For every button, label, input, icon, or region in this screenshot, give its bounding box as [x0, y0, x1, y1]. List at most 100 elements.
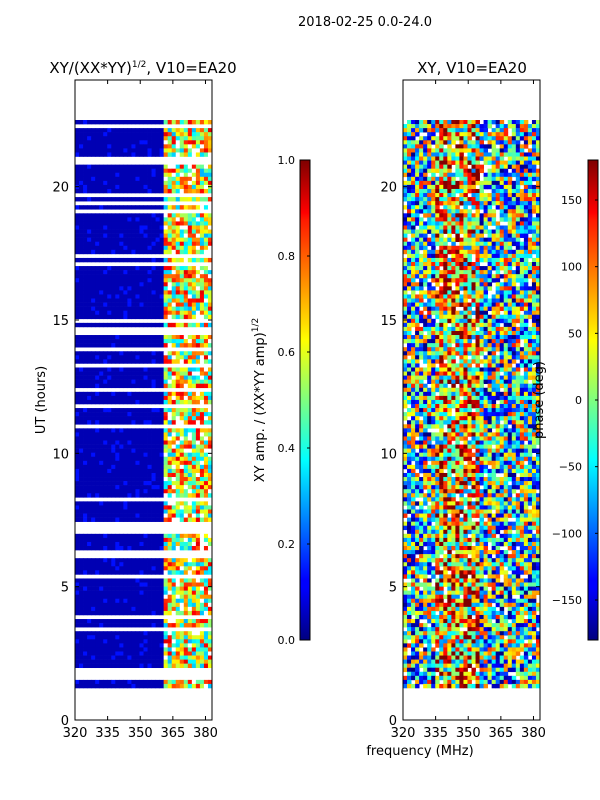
heatmap-cell: [87, 391, 92, 397]
heatmap-cell: [103, 148, 108, 153]
heatmap-cell: [411, 132, 416, 137]
heatmap-cell: [179, 683, 185, 689]
heatmap-cell: [531, 176, 537, 182]
heatmap-cell: [163, 290, 169, 295]
heatmap-cell: [203, 176, 209, 182]
heatmap-cell: [171, 428, 177, 433]
heatmap-cell: [111, 148, 116, 153]
heatmap-cell: [187, 598, 193, 604]
heatmap-cell: [535, 209, 541, 214]
heatmap-cell: [111, 395, 116, 401]
heatmap-cell: [531, 221, 537, 226]
heatmap-cell: [419, 257, 424, 263]
heatmap-cell: [91, 590, 96, 595]
heatmap-cell: [191, 509, 197, 514]
heatmap-cell: [139, 249, 144, 255]
heatmap-cell: [199, 428, 205, 433]
heatmap-cell: [115, 586, 120, 591]
heatmap-cell: [151, 517, 156, 522]
heatmap-cell: [123, 420, 128, 425]
heatmap-cell: [95, 286, 100, 291]
heatmap-cell: [439, 221, 444, 226]
heatmap-cell: [115, 176, 120, 182]
heatmap-cell: [407, 120, 412, 125]
heatmap-cell: [191, 335, 197, 340]
heatmap-cell: [87, 241, 92, 247]
heatmap-cell: [519, 188, 525, 194]
heatmap-cell: [207, 217, 213, 222]
heatmap-cell: [147, 501, 152, 506]
heatmap-cell: [131, 505, 136, 510]
heatmap-cell: [155, 594, 161, 600]
heatmap-cell: [167, 594, 173, 600]
heatmap-cell: [191, 359, 197, 364]
heatmap-cell: [515, 172, 521, 178]
heatmap-cell: [131, 489, 136, 494]
heatmap-cell: [95, 164, 100, 169]
heatmap-cell: [79, 140, 84, 145]
heatmap-cell: [455, 136, 460, 141]
heatmap-cell: [171, 546, 177, 551]
heatmap-cell: [99, 546, 104, 551]
heatmap-cell: [79, 120, 84, 125]
heatmap-cell: [107, 339, 112, 344]
heatmap-cell: [119, 257, 124, 263]
heatmap-cell: [427, 176, 432, 182]
heatmap-cell: [111, 635, 116, 640]
heatmap-cell: [159, 663, 165, 669]
heatmap-cell: [103, 619, 108, 624]
heatmap-cell: [155, 537, 161, 543]
heatmap-cell: [451, 225, 456, 230]
heatmap-cell: [431, 257, 436, 263]
heatmap-cell: [119, 452, 124, 458]
heatmap-cell: [87, 610, 92, 616]
heatmap-cell: [151, 168, 156, 174]
heatmap-cell: [179, 339, 185, 344]
heatmap-cell: [511, 225, 517, 230]
heatmap-cell: [135, 444, 140, 449]
heatmap-cell: [87, 659, 92, 664]
heatmap-cell: [79, 683, 84, 689]
heatmap-cell: [123, 647, 128, 652]
heatmap-cell: [115, 663, 120, 669]
heatmap-cell: [463, 188, 468, 194]
heatmap-cell: [411, 128, 416, 133]
heatmap-cell: [463, 160, 468, 165]
heatmap-cell: [147, 489, 152, 494]
heatmap-cell: [459, 221, 464, 226]
heatmap-cell: [127, 444, 132, 449]
heatmap-cell: [155, 229, 161, 234]
heatmap-cell: [131, 343, 136, 348]
heatmap-cell: [147, 456, 152, 462]
heatmap-cell: [91, 408, 96, 413]
heatmap-cell: [111, 164, 116, 169]
heatmap-cell: [115, 472, 120, 478]
heatmap-cell: [195, 367, 201, 372]
heatmap-cell: [91, 655, 96, 660]
heatmap-cell: [135, 205, 140, 210]
heatmap-cell: [179, 399, 185, 405]
heatmap-cell: [427, 168, 432, 174]
heatmap-cell: [143, 651, 148, 656]
heatmap-cell: [95, 184, 100, 190]
heatmap-cell: [163, 505, 169, 510]
heatmap-cell: [495, 140, 501, 145]
heatmap-cell: [455, 201, 460, 206]
heatmap-cell: [79, 635, 84, 640]
heatmap-cell: [123, 395, 128, 401]
heatmap-cell: [187, 233, 193, 238]
heatmap-cell: [131, 432, 136, 437]
heatmap-cell: [191, 663, 197, 669]
heatmap-cell: [115, 343, 120, 348]
heatmap-cell: [507, 241, 513, 247]
heatmap-cell: [199, 343, 205, 348]
heatmap-cell: [155, 180, 161, 186]
heatmap-cell: [179, 505, 185, 510]
heatmap-cell: [123, 351, 128, 356]
heatmap-cell: [139, 546, 144, 551]
heatmap-cell: [79, 282, 84, 287]
heatmap-cell: [155, 683, 161, 689]
heatmap-cell: [195, 164, 201, 169]
heatmap-cell: [119, 221, 124, 226]
heatmap-cell: [159, 180, 165, 186]
